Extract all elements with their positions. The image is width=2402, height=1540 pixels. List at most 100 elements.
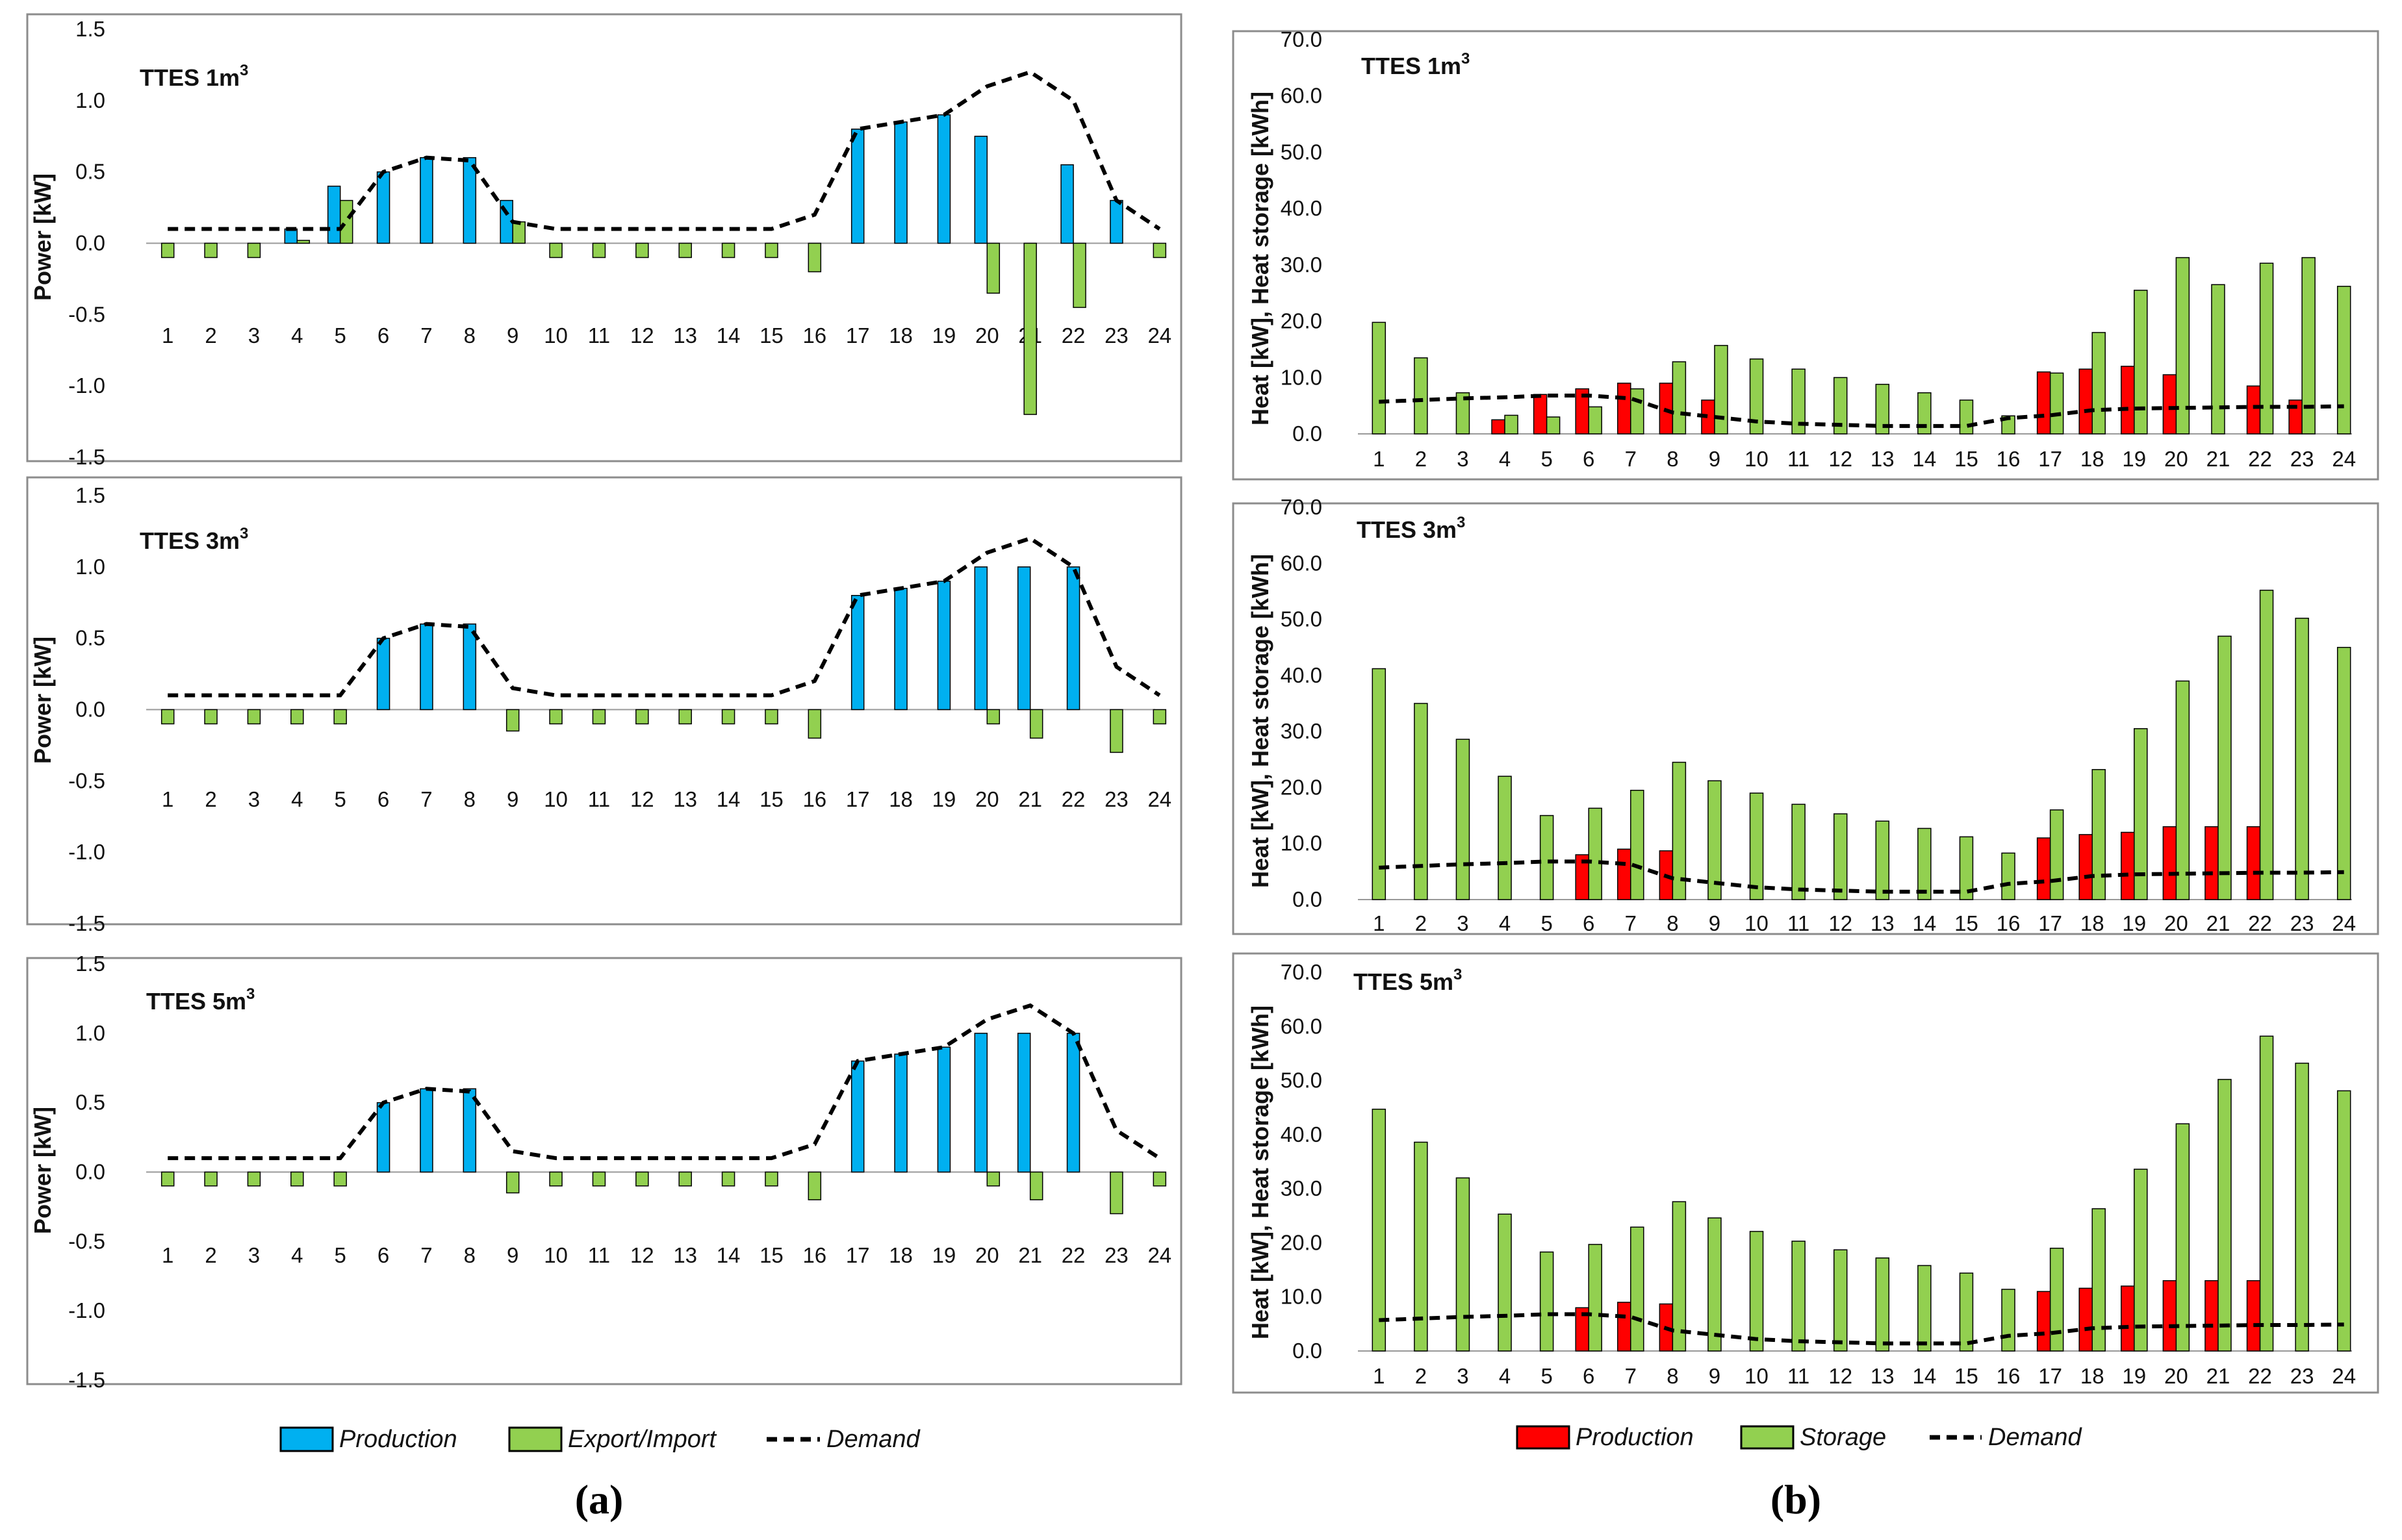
chart-a1-bar-production [1060, 164, 1074, 244]
chart-b3-bar-storage [1959, 1272, 1974, 1352]
chart-b2-bar-production [2204, 826, 2219, 900]
chart-a3-bar-export-import [247, 1171, 261, 1187]
chart-a2-ytick: 0.5 [75, 626, 105, 650]
chart-a2-xtick: 7 [420, 787, 432, 811]
chart-a2-xtick: 6 [377, 787, 389, 811]
chart-b1-bar-production [1533, 394, 1548, 435]
chart-a1-bar-export-import [1073, 242, 1086, 309]
chart-a3-bar-export-import [333, 1171, 347, 1187]
chart-a1-bar-export-import [160, 242, 175, 259]
chart-a2-xtick: 5 [335, 787, 346, 811]
chart-b3-demand-line [1379, 1312, 2344, 1346]
chart-a2-demand-line [168, 536, 1161, 698]
chart-a2-bar-export-import [247, 709, 261, 725]
chart-b3-bar-production [2036, 1291, 2051, 1352]
chart-b3-ytick: 40.0 [1281, 1122, 1322, 1146]
chart-b2-xtick: 16 [1997, 911, 2021, 935]
chart-b2-bar-storage [2091, 769, 2106, 900]
chart-b3-xtick: 24 [2332, 1364, 2356, 1388]
chart-a2-xtick: 12 [630, 787, 654, 811]
chart-b3-xtick: 5 [1540, 1364, 1552, 1388]
chart-a2-bar-export-import [160, 709, 175, 725]
chart-a2-bar-export-import [505, 709, 520, 732]
chart-b3-xtick: 10 [1744, 1364, 1769, 1388]
chart-a3-bar-production [937, 1046, 951, 1173]
chart-a1-xtick: 11 [588, 323, 610, 347]
chart-b3-xtick: 17 [2038, 1364, 2062, 1388]
chart-a2-xtick: 15 [760, 787, 784, 811]
chart-b3-bar-storage [2175, 1123, 2190, 1352]
chart-a1-bar-export-import [204, 242, 218, 259]
chart-a3-bar-production [463, 1088, 477, 1173]
chart-b1-ytick: 70.0 [1281, 27, 1322, 51]
chart-a2-xtick: 4 [291, 787, 303, 811]
legend-a-export-swatch [508, 1426, 563, 1452]
chart-a1-xtick: 7 [420, 323, 432, 347]
chart-a1-xtick: 22 [1062, 323, 1086, 347]
legend-b: Production Storage Demand [1516, 1424, 2082, 1451]
chart-a3-xtick: 9 [507, 1243, 518, 1267]
chart-b3-ytick: 20.0 [1281, 1230, 1322, 1254]
chart-b1-ytick: 50.0 [1281, 140, 1322, 164]
chart-a2-ytick: 1.0 [75, 555, 105, 579]
chart-a1-ytick: 1.0 [75, 88, 105, 112]
chart-a3-ytick: -1.5 [68, 1368, 105, 1392]
chart-a3-bar-export-import [721, 1171, 735, 1187]
chart-b1-xtick: 21 [2206, 447, 2230, 471]
chart-b1-bar-storage [2175, 257, 2190, 435]
chart-a1-bar-export-import [296, 240, 311, 244]
chart-b2-xtick: 8 [1667, 911, 1678, 935]
chart-a2-xtick: 10 [544, 787, 568, 811]
chart-a1-xtick: 17 [846, 323, 870, 347]
chart-a3-ytick: -1.0 [68, 1298, 105, 1322]
chart-b3-bar-production [2204, 1280, 2219, 1352]
chart-a3-xtick: 6 [377, 1243, 389, 1267]
chart-b1-bar-storage [1833, 377, 1848, 435]
chart-a2-xtick: 17 [846, 787, 870, 811]
chart-b3-bar-storage [1498, 1213, 1512, 1352]
chart-b1-bar-storage [2336, 286, 2351, 435]
chart-a3-ytick: 0.0 [75, 1160, 105, 1184]
chart-a3-ylabel: Power [kW] [29, 1107, 56, 1234]
chart-a1-xtick: 3 [248, 323, 260, 347]
chart-a3-bar-export-import [290, 1171, 304, 1187]
chart-b2-ytick: 60.0 [1281, 551, 1322, 575]
chart-b1-bar-storage [1791, 368, 1806, 435]
chart-a3-bar-export-import [635, 1171, 649, 1187]
chart-a1-xtick: 8 [464, 323, 476, 347]
chart-b2-xtick: 5 [1540, 911, 1552, 935]
chart-a3-bar-production [1017, 1033, 1031, 1173]
chart-b1-xtick: 12 [1828, 447, 1852, 471]
chart-a2-bar-export-import [1153, 709, 1167, 725]
chart-b3-xtick: 21 [2206, 1364, 2230, 1388]
chart-a2-bar-export-import [808, 709, 822, 739]
chart-b2-xtick: 14 [1913, 911, 1937, 935]
chart-a1-bar-production [420, 157, 433, 244]
chart-a3-bar-export-import [160, 1171, 175, 1187]
chart-a1-ttes-1m3: TTES 1m3 1.51.00.50.0-0.5-1.0-1.51 2 3 4 5 6 7… [26, 13, 1182, 469]
chart-a1-bar-export-import [549, 242, 563, 259]
chart-a2-xtick: 14 [717, 787, 741, 811]
chart-a3-bar-export-import [592, 1171, 606, 1187]
chart-b1-bar-storage [2049, 372, 2064, 435]
chart-b2-xtick: 7 [1625, 911, 1637, 935]
chart-a2-xtick: 18 [889, 787, 913, 811]
chart-b3-bar-storage [1707, 1217, 1722, 1352]
chart-a1-bar-production [1110, 199, 1123, 244]
chart-b2-bar-storage [1588, 807, 1602, 900]
chart-b3-xtick: 20 [2164, 1364, 2188, 1388]
chart-a3-demand-line [168, 1003, 1161, 1161]
chart-b3-ytick: 70.0 [1281, 960, 1322, 984]
chart-a3-xtick: 24 [1147, 1243, 1171, 1267]
chart-a2-xtick: 22 [1062, 787, 1086, 811]
chart-b3-title: TTES 5m3 [1353, 966, 1462, 995]
chart-a3-xtick: 16 [802, 1243, 826, 1267]
chart-b3-ytick: 0.0 [1292, 1339, 1322, 1363]
chart-b1-xtick: 8 [1667, 447, 1678, 471]
chart-b1-ytick: 0.0 [1292, 422, 1322, 446]
chart-a3-bar-export-import [549, 1171, 563, 1187]
chart-b3-xtick: 3 [1457, 1364, 1468, 1388]
chart-a3-xtick: 21 [1018, 1243, 1042, 1267]
chart-b1-ylabel: Heat [kW], Heat storage [kWh] [1247, 92, 1273, 425]
